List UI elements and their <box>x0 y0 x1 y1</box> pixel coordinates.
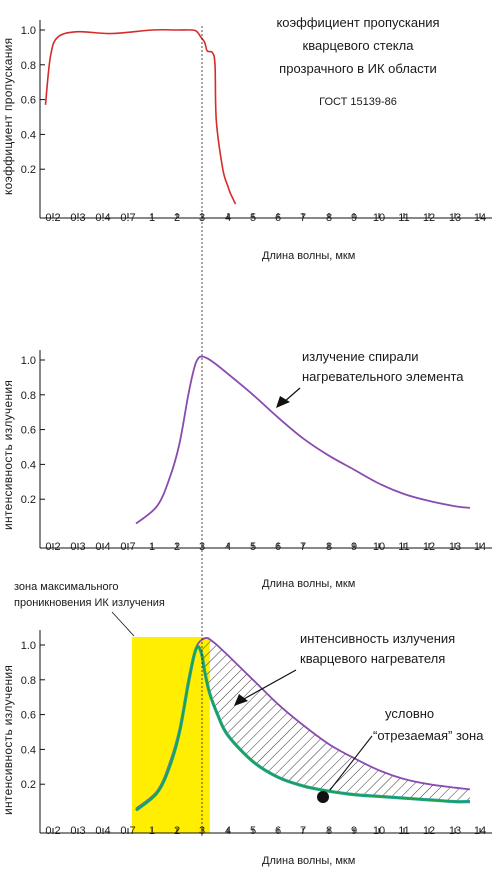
x-tick-label: 4 <box>225 541 231 553</box>
y-tick-label: 1.0 <box>21 25 36 37</box>
x-tick-label: 14 <box>474 825 486 837</box>
y-tick-label: 1.0 <box>21 355 36 367</box>
x-tick-label: 8 <box>326 825 332 837</box>
x-tick-label: 9 <box>351 825 357 837</box>
x-tick-label: 0.3 <box>70 541 85 553</box>
x-tick-label: 0.4 <box>95 541 110 553</box>
x-tick-label: 1 <box>149 825 155 837</box>
x-tick-label: 0.3 <box>70 825 85 837</box>
x-tick-label: 13 <box>449 212 461 224</box>
x-tick-label: 7 <box>300 825 306 837</box>
chart-spiral-xlabel: Длина волны, мкм <box>262 578 355 590</box>
chart-quartz-ylabel: интенсивность излучения <box>1 665 15 815</box>
x-tick-label: 0.2 <box>45 825 60 837</box>
x-tick-label: 5 <box>250 212 256 224</box>
chart-transmission: 0.20.30.40.712345678910111213141.00.80.6… <box>1 15 492 262</box>
x-tick-label: 11 <box>398 825 409 837</box>
x-tick-label: 6 <box>275 825 281 837</box>
chart-quartz-xlabel: Длина волны, мкм <box>262 855 355 867</box>
annotation-zone-2: проникновения ИК излучения <box>14 597 165 609</box>
x-tick-label: 4 <box>225 825 231 837</box>
x-tick-label: 1 <box>149 212 155 224</box>
x-tick-label: 2 <box>174 212 180 224</box>
x-tick-label: 8 <box>326 541 332 553</box>
x-tick-label: 7 <box>300 212 306 224</box>
arrow-icon <box>276 387 301 408</box>
x-tick-label: 0.7 <box>120 825 135 837</box>
x-tick-label: 10 <box>373 825 385 837</box>
x-tick-label: 12 <box>423 212 435 224</box>
chart-spiral-emission: 0.20.30.40.712345678910111213141.00.80.6… <box>1 349 492 590</box>
y-tick-label: 0.8 <box>21 675 36 687</box>
x-tick-label: 0.2 <box>45 541 60 553</box>
x-tick-label: 0.4 <box>95 825 110 837</box>
x-tick-label: 0.7 <box>120 212 135 224</box>
y-tick-label: 0.6 <box>21 95 36 107</box>
x-tick-label: 0.4 <box>95 212 110 224</box>
annotation-transmission-3: прозрачного в ИК области <box>279 61 437 76</box>
annotation-zone-1: зона максимального <box>14 581 118 593</box>
y-tick-label: 0.4 <box>21 129 36 141</box>
x-tick-label: 12 <box>423 541 435 553</box>
x-tick-label: 8 <box>326 212 332 224</box>
x-tick-label: 4 <box>225 212 231 224</box>
y-tick-label: 0.6 <box>21 425 36 437</box>
x-tick-label: 0.3 <box>70 212 85 224</box>
cut-off-zone-hatch <box>202 637 470 802</box>
x-tick-label: 14 <box>474 212 486 224</box>
y-tick-label: 0.8 <box>21 390 36 402</box>
zone-leader-line <box>111 611 135 637</box>
x-tick-label: 10 <box>373 541 385 553</box>
x-tick-label: 9 <box>351 541 357 553</box>
y-tick-label: 0.4 <box>21 744 36 756</box>
x-tick-label: 5 <box>250 825 256 837</box>
x-tick-label: 6 <box>275 541 281 553</box>
chart-spiral-ylabel: интенсивность излучения <box>1 380 15 530</box>
highlight-band-ir-zone <box>132 637 210 833</box>
x-tick-label: 0.7 <box>120 541 135 553</box>
x-tick-label: 11 <box>398 541 409 553</box>
annotation-cut-1: условно <box>385 706 434 721</box>
y-tick-label: 0.2 <box>21 779 36 791</box>
pointer-dot-icon <box>317 735 373 803</box>
series-line-1 <box>44 28 237 205</box>
x-tick-label: 5 <box>250 541 256 553</box>
x-tick-label: 9 <box>351 212 357 224</box>
annotation-transmission-gost: ГОСТ 15139-86 <box>319 96 397 108</box>
x-tick-label: 12 <box>423 825 435 837</box>
x-tick-label: 10 <box>373 212 385 224</box>
x-tick-label: 13 <box>449 825 461 837</box>
x-tick-label: 0.2 <box>45 212 60 224</box>
y-tick-label: 1.0 <box>21 640 36 652</box>
annotation-cut-2: “отрезаемая” зона <box>373 728 484 743</box>
series-line-1 <box>135 355 471 525</box>
x-tick-label: 2 <box>174 825 180 837</box>
arrow-icon <box>234 669 297 706</box>
y-tick-label: 0.8 <box>21 60 36 72</box>
x-tick-label: 2 <box>174 541 180 553</box>
x-tick-label: 6 <box>275 212 281 224</box>
x-tick-label: 13 <box>449 541 461 553</box>
annotation-quartz-1: интенсивность излучения <box>300 631 455 646</box>
annotation-quartz-2: кварцевого нагревателя <box>300 651 445 666</box>
annotation-spiral-1: излучение спирали <box>302 349 419 364</box>
x-tick-label: 11 <box>398 212 409 224</box>
x-tick-label: 1 <box>149 541 155 553</box>
chart-transmission-xlabel: Длина волны, мкм <box>262 250 355 262</box>
x-tick-label: 14 <box>474 541 486 553</box>
y-tick-label: 0.2 <box>21 164 36 176</box>
series-line-2 <box>135 645 471 812</box>
y-tick-label: 0.2 <box>21 494 36 506</box>
y-tick-label: 0.6 <box>21 710 36 722</box>
annotation-spiral-2: нагревательного элемента <box>302 369 464 384</box>
y-tick-label: 0.4 <box>21 459 36 471</box>
chart-quartz-emission: 0.20.30.40.712345678910111213141.00.80.6… <box>1 581 492 867</box>
annotation-transmission-2: кварцевого стекла <box>303 38 415 53</box>
annotation-transmission-1: коэффициент пропускания <box>276 15 439 30</box>
chart-transmission-ylabel: коэффициент пропускания <box>1 38 15 195</box>
x-tick-label: 7 <box>300 541 306 553</box>
